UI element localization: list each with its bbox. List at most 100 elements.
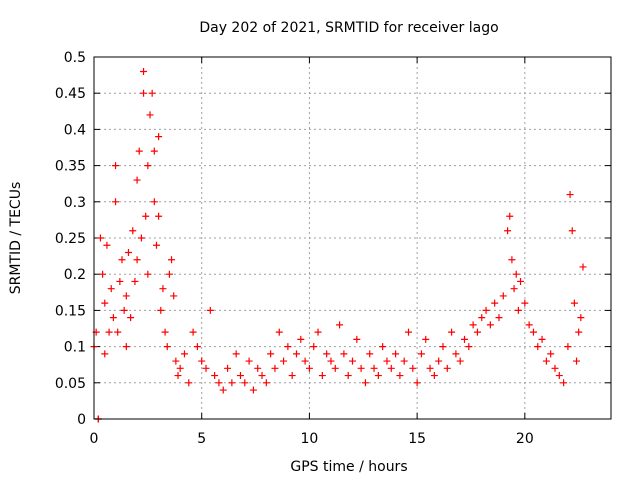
data-point (211, 372, 219, 380)
data-point (180, 350, 188, 358)
x-tick-label: 10 (301, 431, 319, 447)
y-tick-label: 0.1 (64, 340, 86, 356)
data-point (504, 227, 512, 235)
data-point (262, 379, 270, 387)
data-point (254, 364, 262, 372)
data-point (452, 350, 460, 358)
data-point (122, 292, 130, 300)
data-point (573, 357, 581, 365)
data-point (258, 372, 266, 380)
data-point (323, 350, 331, 358)
data-point (189, 328, 197, 336)
data-point (116, 277, 124, 285)
data-point (374, 372, 382, 380)
grid-lines (94, 57, 611, 419)
data-point (161, 328, 169, 336)
data-point (152, 241, 160, 249)
data-point (525, 321, 533, 329)
chart-title: Day 202 of 2021, SRMTID for receiver lag… (199, 20, 498, 36)
data-point (163, 343, 171, 351)
data-point (172, 357, 180, 365)
data-point (140, 67, 148, 75)
y-tick-label: 0.5 (64, 50, 86, 66)
data-point (512, 270, 520, 278)
data-point (400, 357, 408, 365)
data-point (155, 133, 163, 141)
data-point (448, 328, 456, 336)
data-point (109, 314, 117, 322)
data-point (137, 234, 145, 242)
data-point (249, 386, 257, 394)
data-point (396, 372, 404, 380)
y-tick-label: 0.15 (55, 303, 86, 319)
data-point (422, 335, 430, 343)
data-point (107, 285, 115, 293)
data-point (155, 212, 163, 220)
data-point (542, 357, 550, 365)
data-point (392, 350, 400, 358)
x-tick-label: 0 (90, 431, 99, 447)
data-point (105, 328, 113, 336)
data-point (103, 241, 111, 249)
data-point (165, 270, 173, 278)
data-point (99, 270, 107, 278)
data-point (305, 364, 313, 372)
data-point (245, 357, 253, 365)
data-point (219, 386, 227, 394)
data-point (499, 292, 507, 300)
x-tick-label: 5 (197, 431, 206, 447)
data-point (551, 364, 559, 372)
data-point (344, 372, 352, 380)
data-point (271, 364, 279, 372)
data-point (131, 277, 139, 285)
data-point (280, 357, 288, 365)
data-point (144, 162, 152, 170)
data-point (297, 335, 305, 343)
data-point (118, 256, 126, 264)
data-point (142, 212, 150, 220)
data-point (491, 299, 499, 307)
data-point (185, 379, 193, 387)
data-point (555, 372, 563, 380)
data-point (133, 256, 141, 264)
data-point (176, 364, 184, 372)
data-point (133, 176, 141, 184)
data-point (224, 364, 232, 372)
data-point (275, 328, 283, 336)
data-point (228, 379, 236, 387)
data-points (90, 67, 587, 423)
data-point (193, 343, 201, 351)
data-point (534, 343, 542, 351)
axis-ticks: 0 0.05 0.1 0.15 0.2 0.25 0.3 0.35 0.4 0.45 0.5 0 5 10… (55, 50, 611, 447)
data-point (267, 350, 275, 358)
y-tick-label: 0.45 (55, 86, 86, 102)
data-point (150, 147, 158, 155)
data-point (529, 328, 537, 336)
data-point (579, 263, 587, 271)
data-point (101, 299, 109, 307)
data-point (144, 270, 152, 278)
data-point (215, 379, 223, 387)
data-point (478, 314, 486, 322)
data-point (340, 350, 348, 358)
data-point (439, 343, 447, 351)
data-point (101, 350, 109, 358)
data-point (417, 350, 425, 358)
data-point (508, 256, 516, 264)
data-point (486, 321, 494, 329)
data-point (150, 198, 158, 206)
data-point (120, 306, 128, 314)
data-point (387, 364, 395, 372)
data-point (564, 343, 572, 351)
data-point (310, 343, 318, 351)
data-point (366, 350, 374, 358)
data-point (514, 306, 522, 314)
data-point (301, 357, 309, 365)
data-point (568, 227, 576, 235)
data-point (336, 321, 344, 329)
data-point (560, 379, 568, 387)
data-point (426, 364, 434, 372)
data-point (159, 285, 167, 293)
data-point (566, 191, 574, 199)
